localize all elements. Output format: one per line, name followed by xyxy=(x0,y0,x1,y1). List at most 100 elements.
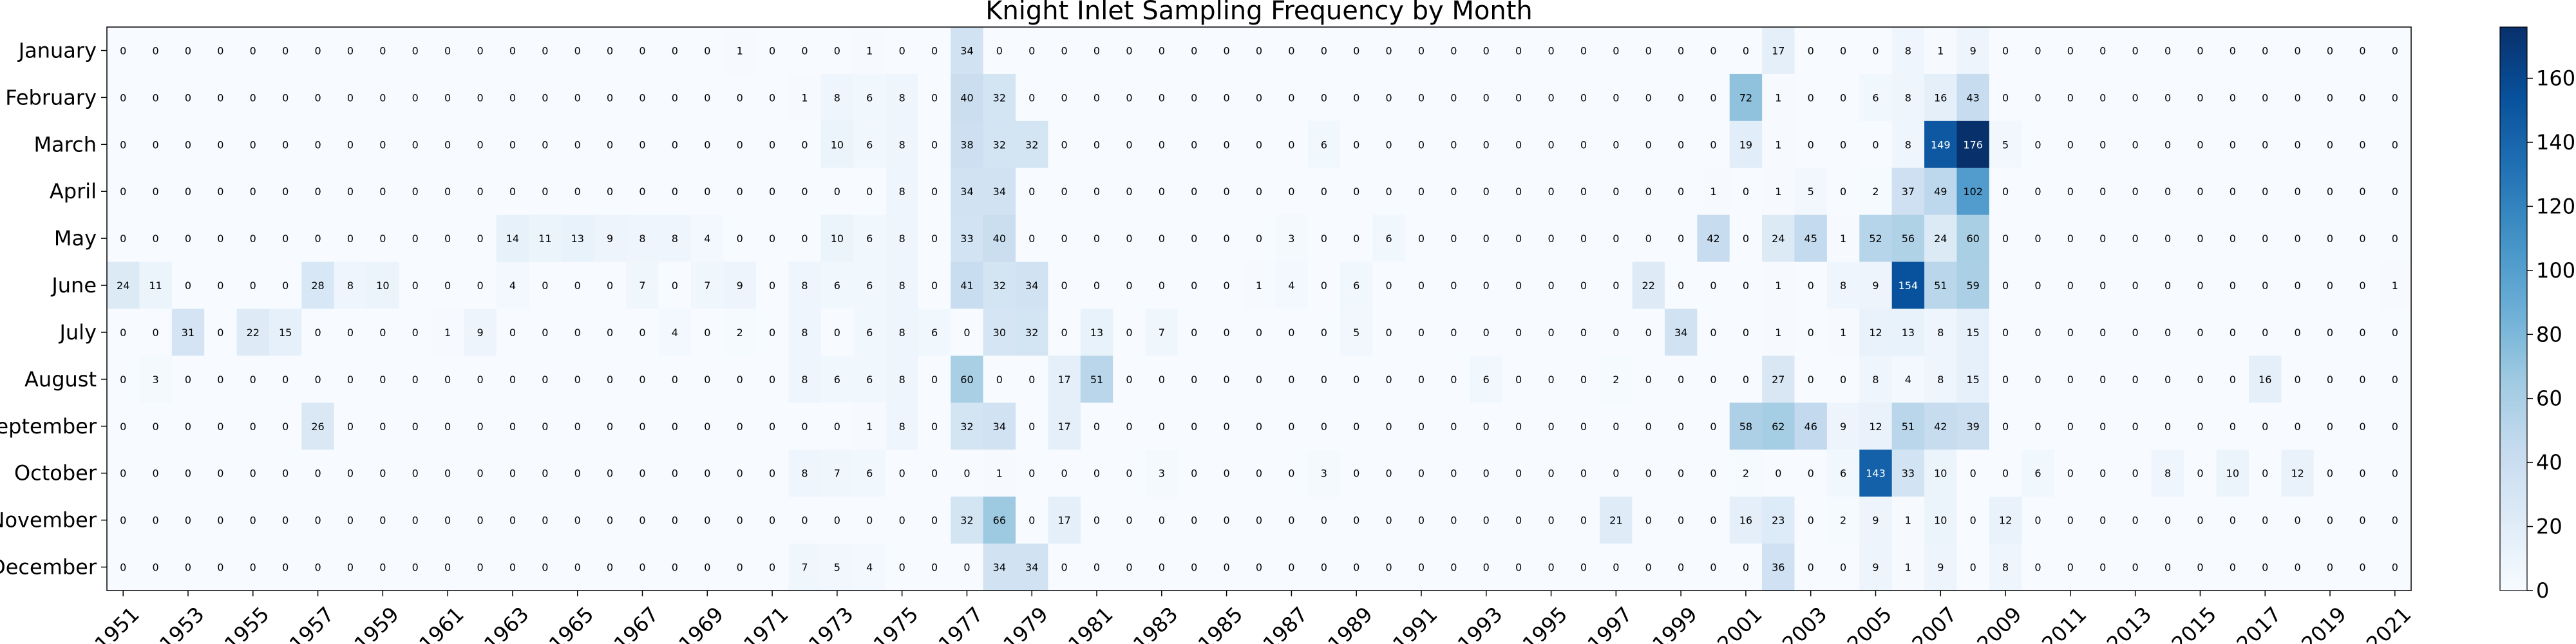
heatmap-cell-label: 0 xyxy=(1224,468,1230,480)
heatmap-cell-label: 0 xyxy=(1548,279,1554,292)
heatmap-cell-label: 0 xyxy=(1743,44,1749,57)
heatmap-cell-label: 0 xyxy=(1321,327,1327,339)
heatmap-cell xyxy=(1502,497,1535,544)
heatmap-cell xyxy=(1632,261,1665,310)
heatmap-cell xyxy=(1924,308,1958,357)
heatmap-cell xyxy=(1145,167,1179,216)
heatmap-cell-label: 36 xyxy=(1772,562,1785,574)
heatmap-cell xyxy=(1016,167,1049,216)
heatmap-cell xyxy=(658,544,692,591)
heatmap-cell xyxy=(366,402,400,450)
heatmap-cell-label: 0 xyxy=(2295,232,2301,245)
heatmap-cell xyxy=(366,73,400,122)
heatmap-cell xyxy=(1859,167,1893,216)
heatmap-cell xyxy=(171,73,205,122)
heatmap-cell-label: 0 xyxy=(542,468,548,480)
heatmap-cell xyxy=(529,308,562,357)
heatmap-cell xyxy=(204,450,238,497)
heatmap-cell xyxy=(853,450,887,497)
heatmap-cell xyxy=(2022,450,2055,497)
heatmap-cell xyxy=(2378,261,2412,310)
heatmap-cell xyxy=(561,167,594,216)
heatmap-cell-label: 0 xyxy=(1321,232,1327,245)
heatmap-cell-label: 0 xyxy=(1385,374,1392,386)
heatmap-cell-label: 0 xyxy=(509,562,516,574)
heatmap-cell-label: 0 xyxy=(1678,185,1684,198)
heatmap-cell xyxy=(366,450,400,497)
heatmap-cell xyxy=(2313,402,2347,450)
heatmap-cell xyxy=(1242,544,1276,591)
heatmap-cell xyxy=(1178,120,1211,169)
heatmap-cell-label: 11 xyxy=(149,279,162,292)
heatmap-cell-label: 0 xyxy=(250,185,256,198)
heatmap-cell-label: 0 xyxy=(2392,421,2398,433)
heatmap-cell-label: 7 xyxy=(801,562,808,574)
heatmap-cell-label: 0 xyxy=(1353,374,1359,386)
heatmap-cell xyxy=(1632,497,1665,544)
heatmap-cell-label: 0 xyxy=(1710,91,1716,104)
heatmap-cell xyxy=(1794,27,1828,75)
heatmap-cell-label: 0 xyxy=(1450,421,1457,433)
heatmap-cell-label: 0 xyxy=(1094,185,1100,198)
heatmap-cell-label: 0 xyxy=(769,138,775,151)
heatmap-cell xyxy=(1891,120,1925,169)
heatmap-cell-label: 0 xyxy=(185,91,191,104)
heatmap-cell xyxy=(593,355,627,403)
heatmap-cell-label: 0 xyxy=(1743,279,1749,292)
heatmap-cell-label: 62 xyxy=(1772,421,1785,433)
heatmap-cell-label: 7 xyxy=(639,279,645,292)
heatmap-cell-label: 0 xyxy=(2392,327,2398,339)
heatmap-cell xyxy=(2216,27,2249,75)
heatmap-cell xyxy=(496,544,529,591)
heatmap-cell-label: 0 xyxy=(834,327,840,339)
heatmap-cell xyxy=(918,73,951,122)
heatmap-cell xyxy=(301,497,335,544)
heatmap-cell-label: 0 xyxy=(1224,421,1230,433)
heatmap-cell xyxy=(1924,261,1958,310)
heatmap-cell-label: 0 xyxy=(607,138,613,151)
heatmap-cell xyxy=(626,120,659,169)
heatmap-cell xyxy=(1372,544,1406,591)
heatmap-cell-label: 0 xyxy=(1418,468,1425,480)
heatmap-cell xyxy=(2119,214,2152,263)
heatmap-cell-label: 0 xyxy=(250,562,256,574)
heatmap-cell xyxy=(1697,497,1730,544)
heatmap-cell-label: 8 xyxy=(899,421,905,433)
heatmap-cell xyxy=(1502,355,1535,403)
heatmap-cell-label: 0 xyxy=(931,515,938,527)
heatmap-cell-label: 17 xyxy=(1057,515,1070,527)
heatmap-cell-label: 0 xyxy=(509,421,516,433)
heatmap-cell-label: 0 xyxy=(120,185,126,198)
heatmap-cell xyxy=(1826,73,1860,122)
heatmap-cell xyxy=(593,214,627,263)
heatmap-cell-label: 0 xyxy=(347,468,354,480)
heatmap-cell-label: 0 xyxy=(412,44,419,57)
heatmap-cell xyxy=(918,261,951,310)
heatmap-cell-label: 0 xyxy=(347,44,354,57)
heatmap-cell-label: 0 xyxy=(120,374,126,386)
heatmap-cell-label: 0 xyxy=(542,138,548,151)
heatmap-cell xyxy=(496,450,529,497)
heatmap-cell xyxy=(723,27,757,75)
heatmap-cell xyxy=(1794,261,1828,310)
heatmap-cell xyxy=(853,402,887,450)
heatmap-cell xyxy=(1502,214,1535,263)
heatmap-cell-label: 1 xyxy=(1840,327,1846,339)
heatmap-cell xyxy=(1405,544,1438,591)
heatmap-cell xyxy=(269,355,302,403)
heatmap-cell xyxy=(204,497,238,544)
heatmap-cell xyxy=(431,73,464,122)
heatmap-cell xyxy=(755,544,789,591)
heatmap-cell-label: 0 xyxy=(639,91,645,104)
heatmap-cell xyxy=(2184,497,2217,544)
heatmap-cell xyxy=(139,120,173,169)
heatmap-cell-label: 0 xyxy=(152,138,158,151)
heatmap-cell xyxy=(2378,497,2412,544)
heatmap-cell-label: 0 xyxy=(2327,279,2333,292)
heatmap-cell xyxy=(269,73,302,122)
heatmap-cell-label: 0 xyxy=(2230,91,2236,104)
heatmap-cell xyxy=(1632,73,1665,122)
heatmap-cell xyxy=(788,27,822,75)
heatmap-cell-label: 6 xyxy=(866,374,873,386)
heatmap-cell xyxy=(1048,214,1081,263)
